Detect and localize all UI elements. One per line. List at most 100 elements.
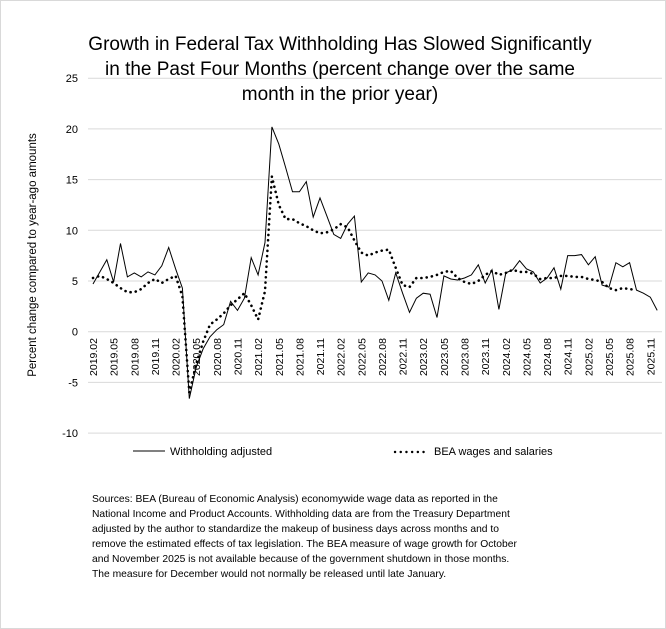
chart-title-line-3: month in the prior year) xyxy=(241,84,439,105)
withholding-point-2019.06 xyxy=(119,242,122,245)
withholding-point-2023.06 xyxy=(449,278,452,281)
bea-point-2025.01 xyxy=(580,275,583,278)
withholding-point-2025.01 xyxy=(580,253,583,256)
series-layer xyxy=(91,126,658,400)
bea-point-2025.05 xyxy=(608,287,611,290)
bea-point-2020.01 xyxy=(167,278,170,281)
withholding-point-2025.08 xyxy=(628,261,631,264)
x-tick-label: 2019.08 xyxy=(129,338,141,376)
bea-point-2019.05 xyxy=(112,282,115,285)
bea-point-2023.07 xyxy=(456,277,459,280)
bea-point-2024.11 xyxy=(566,274,569,277)
bea-point-2022.03 xyxy=(346,226,349,229)
x-tick-label: 2020.02 xyxy=(171,338,183,376)
withholding-point-2020.03 xyxy=(181,287,184,290)
withholding-point-2022.06 xyxy=(367,271,370,274)
x-tick-label: 2022.02 xyxy=(336,338,348,376)
bea-point-2019.04 xyxy=(105,278,108,281)
withholding-point-2023.04 xyxy=(436,316,439,319)
bea-point-2022.02 xyxy=(339,223,342,226)
withholding-point-2023.09 xyxy=(470,273,473,276)
x-tick-label: 2024.02 xyxy=(501,338,513,376)
bea-point-2019.10 xyxy=(147,282,150,285)
bea-point-2019.11 xyxy=(153,278,156,281)
withholding-point-2020.04 xyxy=(188,397,191,400)
x-tick-label: 2023.08 xyxy=(460,338,472,376)
withholding-point-2021.03 xyxy=(264,241,267,244)
bea-point-2020.09 xyxy=(222,312,225,315)
x-tick-label: 2021.05 xyxy=(274,338,286,376)
bea-point-2023.09 xyxy=(470,283,473,286)
bea-point-2019.09 xyxy=(140,288,143,291)
bea-point-2021.05 xyxy=(277,203,280,206)
x-tick-label: 2024.11 xyxy=(563,338,575,375)
bea-point-2021.09 xyxy=(305,225,308,228)
y-tick-label: 25 xyxy=(66,73,78,85)
x-tick-label: 2025.11 xyxy=(645,338,657,375)
bea-point-2019.08 xyxy=(133,291,136,294)
bea-point-2025.09 xyxy=(635,289,638,292)
bea-point-2019.07 xyxy=(126,291,129,294)
withholding-point-2019.12 xyxy=(160,264,163,267)
chart-title: Growth in Federal Tax Withholding Has Sl… xyxy=(60,32,620,107)
bea-point-2021.07 xyxy=(291,218,294,221)
x-tick-label: 2019.02 xyxy=(88,338,100,376)
bea-point-2020.05 xyxy=(195,363,198,366)
legend-label-withholding: Withholding adjusted xyxy=(170,446,272,458)
bea-point-2022.12 xyxy=(408,286,411,289)
withholding-point-2024.11 xyxy=(566,254,569,257)
bea-point-2022.11 xyxy=(401,284,404,287)
bea-point-2023.05 xyxy=(442,270,445,273)
x-axis-ticks: 2019.02 2019.05 2019.08 2019.11 2020.02 2020.… xyxy=(88,338,657,376)
bea-point-2021.08 xyxy=(298,222,301,225)
withholding-point-2023.01 xyxy=(415,297,418,300)
bea-point-2021.11 xyxy=(319,232,322,235)
withholding-point-2022.11 xyxy=(401,292,404,295)
bea-point-2025.06 xyxy=(614,289,617,292)
withholding-point-2022.04 xyxy=(353,215,356,218)
bea-point-2024.03 xyxy=(511,268,514,271)
bea-point-2024.10 xyxy=(559,274,562,277)
withholding-point-2024.04 xyxy=(518,259,521,262)
x-tick-label: 2023.02 xyxy=(418,338,430,376)
withholding-point-2025.10 xyxy=(642,292,645,295)
withholding-point-2021.12 xyxy=(325,215,328,218)
withholding-point-2019.07 xyxy=(126,275,129,278)
withholding-point-2020.09 xyxy=(222,323,225,326)
withholding-point-2020.01 xyxy=(167,246,170,249)
bea-point-2020.03 xyxy=(181,295,184,298)
bea-point-2019.02 xyxy=(92,277,95,280)
y-tick-label: -10 xyxy=(62,428,78,440)
bea-point-2023.11 xyxy=(484,273,487,276)
bea-point-2023.10 xyxy=(477,280,480,283)
bea-point-2024.07 xyxy=(539,278,542,281)
bea-point-2020.06 xyxy=(202,340,205,343)
bea-point-2025.08 xyxy=(628,288,631,291)
legend: Withholding adjusted BEA wages and salar… xyxy=(133,446,553,458)
bea-point-2024.04 xyxy=(518,270,521,273)
withholding-point-2025.06 xyxy=(614,261,617,264)
bea-point-2019.12 xyxy=(160,282,163,285)
bea-point-2025.07 xyxy=(621,287,624,290)
bea-point-2020.02 xyxy=(174,274,177,277)
withholding-point-2025.07 xyxy=(621,265,624,268)
withholding-point-2021.09 xyxy=(305,180,308,183)
bea-point-2023.06 xyxy=(449,269,452,272)
x-tick-label: 2025.02 xyxy=(583,338,595,376)
bea-point-2023.01 xyxy=(415,277,418,280)
x-tick-label: 2022.08 xyxy=(377,338,389,376)
bea-point-2023.03 xyxy=(429,275,432,278)
y-axis-ticks: 25 20 15 10 5 0 -5 -10 xyxy=(62,73,78,440)
bea-point-2022.05 xyxy=(360,251,363,254)
withholding-point-2021.10 xyxy=(312,216,315,219)
withholding-point-2021.07 xyxy=(291,190,294,193)
withholding-point-2020.07 xyxy=(209,335,212,338)
bea-point-2021.03 xyxy=(264,290,267,293)
withholding-point-2024.07 xyxy=(539,282,542,285)
chart-title-line-1: Growth in Federal Tax Withholding Has Sl… xyxy=(88,34,592,55)
bea-point-2025.02 xyxy=(587,278,590,281)
withholding-point-2021.11 xyxy=(319,196,322,199)
withholding-point-2023.08 xyxy=(463,277,466,280)
gridlines xyxy=(88,77,662,434)
bea-point-2024.02 xyxy=(504,271,507,274)
